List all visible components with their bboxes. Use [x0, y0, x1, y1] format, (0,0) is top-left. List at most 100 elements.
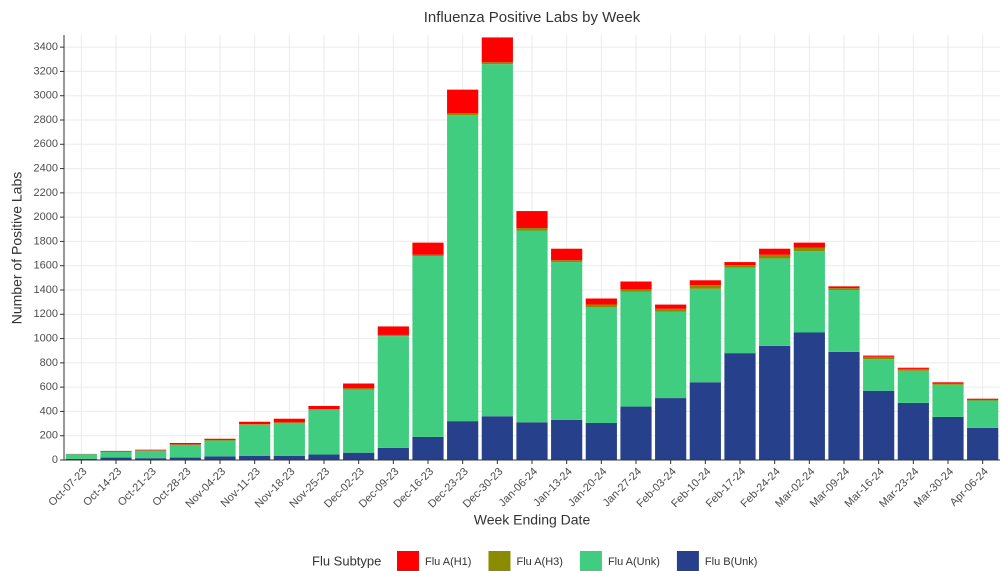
legend-swatch	[397, 551, 419, 571]
bar-segment	[793, 251, 825, 333]
bar-segment	[100, 457, 132, 460]
bar-segment	[932, 384, 964, 417]
y-tick-label: 2000	[34, 211, 58, 223]
bar-segment	[169, 443, 201, 445]
y-tick-label: 600	[40, 381, 58, 393]
bar-segment	[828, 286, 860, 289]
bar-segment	[65, 454, 97, 459]
bar-segment	[724, 262, 756, 266]
bar-segment	[308, 405, 340, 409]
bar-segment	[967, 400, 999, 428]
bar-segment	[551, 262, 583, 420]
legend-title: Flu Subtype	[312, 553, 381, 568]
bar-segment	[932, 383, 964, 385]
bar-segment	[793, 242, 825, 248]
y-tick-label: 1400	[34, 284, 58, 296]
bar-segment	[447, 421, 479, 460]
bar-segment	[412, 436, 444, 460]
bar-segment	[897, 402, 929, 460]
bar-segment	[412, 242, 444, 255]
bar-segment	[585, 422, 617, 460]
bar-segment	[793, 332, 825, 460]
bar-segment	[377, 334, 409, 337]
bar-segment	[135, 449, 167, 451]
bar-segment	[655, 398, 687, 460]
bar-segment	[204, 439, 236, 441]
bar-segment	[585, 298, 617, 305]
legend-swatch	[488, 551, 511, 571]
legend-label: Flu A(H1)	[425, 556, 471, 568]
bar-segment	[620, 291, 652, 407]
bar-segment	[481, 64, 513, 417]
bar-segment	[828, 288, 860, 290]
bar-segment	[967, 427, 999, 460]
bar-segment	[100, 450, 132, 452]
bar-segment	[377, 326, 409, 335]
bar-segment	[447, 113, 479, 116]
bar-segment	[343, 389, 375, 453]
y-tick-label: 2400	[34, 162, 58, 174]
bar-segment	[689, 382, 721, 460]
y-tick-label: 1800	[34, 235, 58, 247]
bar-segment	[759, 254, 791, 259]
bar-segment	[239, 424, 271, 456]
bar-segment	[759, 258, 791, 346]
bar-segment	[655, 308, 687, 312]
bar-segment	[273, 422, 305, 456]
bar-segment	[655, 311, 687, 399]
bar-segment	[932, 382, 964, 384]
bar-segment	[655, 304, 687, 309]
bar-segment	[793, 247, 825, 252]
bar-segment	[897, 370, 929, 403]
bar-segment	[412, 256, 444, 437]
bar-segment	[620, 281, 652, 290]
bar-segment	[343, 388, 375, 390]
bar-segment	[204, 438, 236, 440]
bar-segment	[724, 267, 756, 354]
legend-label: Flu B(Unk)	[705, 556, 758, 568]
bar-segment	[620, 406, 652, 460]
bar-segment	[828, 290, 860, 352]
y-axis-title: Number of Positive Labs	[9, 172, 25, 325]
bar-segment	[273, 455, 305, 460]
y-tick-label: 200	[40, 430, 58, 442]
bar-segment	[897, 368, 929, 371]
y-tick-label: 3200	[34, 65, 58, 77]
y-tick-label: 2200	[34, 187, 58, 199]
bar-segment	[239, 421, 271, 425]
bar-segment	[447, 89, 479, 114]
bar-segment	[932, 416, 964, 460]
bar-segment	[308, 409, 340, 410]
bar-segment	[481, 416, 513, 460]
bar-segment	[516, 211, 548, 229]
bar-segment	[65, 458, 97, 460]
bar-segment	[724, 265, 756, 268]
bar-segment	[169, 457, 201, 460]
bar-segment	[377, 336, 409, 448]
y-tick-label: 1200	[34, 308, 58, 320]
bar-segment	[620, 289, 652, 292]
bar-segment	[863, 390, 895, 460]
bar-segment	[863, 356, 895, 360]
bar-segment	[481, 62, 513, 65]
bar-segment	[239, 424, 271, 425]
bar-segment	[481, 37, 513, 63]
bar-segment	[273, 418, 305, 423]
bar-segment	[308, 454, 340, 460]
legend-label: Flu A(H3)	[516, 556, 562, 568]
bar-segment	[689, 280, 721, 286]
y-tick-label: 3400	[34, 41, 58, 53]
bar-segment	[100, 451, 132, 458]
bar-segment	[551, 260, 583, 263]
y-tick-label: 2800	[34, 114, 58, 126]
bar-segment	[412, 254, 444, 256]
y-tick-label: 0	[52, 454, 58, 466]
legend-swatch	[676, 551, 699, 571]
bar-segment	[204, 440, 236, 457]
bar-segment	[863, 355, 895, 357]
bar-segment	[377, 447, 409, 460]
bar-segment	[343, 452, 375, 460]
legend-label: Flu A(Unk)	[608, 556, 660, 568]
bar-segment	[135, 458, 167, 460]
